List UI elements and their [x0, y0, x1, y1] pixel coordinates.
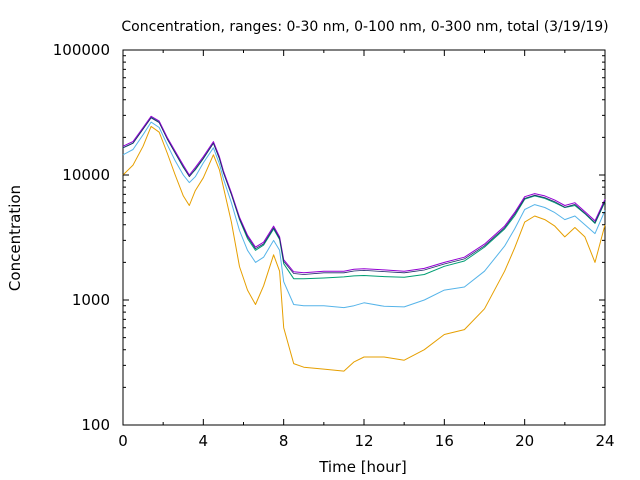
y-tick-label: 100 [81, 416, 110, 434]
y-tick-label: 10000 [62, 166, 110, 184]
x-tick-label: 0 [118, 432, 128, 450]
series-line-3 [122, 125, 606, 372]
x-axis-label: Time [hour] [318, 458, 407, 476]
series-line-1 [122, 116, 606, 280]
plot-frame [122, 49, 606, 426]
y-axis: 100 1000 10000 100000 [53, 41, 605, 434]
series-line-2 [122, 121, 606, 309]
series-line-0 [122, 115, 606, 274]
plot-border [122, 49, 606, 426]
x-tick-label: 8 [279, 432, 289, 450]
y-tick-label: 1000 [72, 291, 110, 309]
x-tick-label: 4 [199, 432, 209, 450]
x-tick-label: 20 [515, 432, 534, 450]
x-tick-label: 12 [354, 432, 373, 450]
y-tick-label: 100000 [53, 41, 110, 59]
x-tick-label: 24 [595, 432, 614, 450]
x-tick-label: 16 [435, 432, 454, 450]
series-layer [122, 115, 606, 372]
series-line-overlay [122, 117, 606, 275]
y-axis-label: Concentration [6, 185, 24, 291]
chart-title: Concentration, ranges: 0-30 nm, 0-100 nm… [121, 19, 608, 35]
x-axis: 0 4 8 12 16 20 24 [118, 50, 615, 450]
